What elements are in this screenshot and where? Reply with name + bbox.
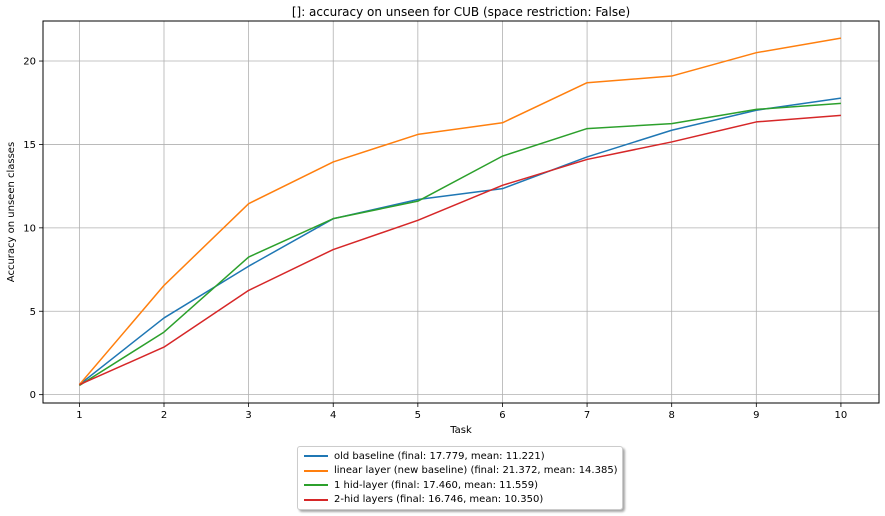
legend-entry: old baseline (final: 17.779, mean: 11.22… — [304, 449, 622, 464]
legend: old baseline (final: 17.779, mean: 11.22… — [297, 446, 623, 510]
legend-swatch — [304, 498, 328, 501]
legend-label: old baseline (final: 17.779, mean: 11.22… — [334, 450, 545, 462]
y-tick-label: 10 — [23, 223, 36, 234]
y-tick-label: 20 — [23, 57, 36, 68]
y-tick-label: 0 — [30, 390, 36, 401]
x-tick-label: 4 — [330, 410, 336, 421]
series-line-1 — [78, 97, 842, 386]
legend-swatch — [304, 469, 328, 472]
x-axis-label: Task — [449, 425, 472, 436]
x-tick-label: 9 — [753, 410, 759, 421]
y-axis-ticks: 0 5 10 15 20 — [23, 57, 43, 401]
x-tick-label: 8 — [669, 410, 675, 421]
y-axis-label: Accuracy on unseen classes — [6, 142, 17, 282]
x-tick-label: 7 — [584, 410, 590, 421]
x-tick-label: 10 — [835, 410, 848, 421]
legend-entry: 2-hid layers (final: 16.746, mean: 10.35… — [304, 493, 622, 508]
chart-title: []: accuracy on unseen for CUB (space re… — [292, 5, 630, 19]
series-line-3 — [78, 102, 841, 387]
x-tick-label: 1 — [76, 410, 82, 421]
series-line-2 — [78, 37, 842, 386]
series-lines — [78, 37, 842, 387]
plot-frame — [42, 20, 880, 404]
legend-entry: linear layer (new baseline) (final: 21.3… — [304, 464, 622, 479]
x-tick-label: 5 — [415, 410, 421, 421]
x-tick-label: 3 — [245, 410, 251, 421]
y-tick-label: 15 — [23, 140, 36, 151]
legend-label: 2-hid layers (final: 16.746, mean: 10.35… — [334, 494, 544, 506]
x-tick-label: 6 — [499, 410, 505, 421]
legend-swatch — [304, 455, 328, 458]
plot-area — [43, 21, 879, 403]
legend-entry: 1 hid-layer (final: 17.460, mean: 11.559… — [304, 478, 622, 493]
legend-label: 1 hid-layer (final: 17.460, mean: 11.559… — [334, 479, 539, 491]
y-tick-label: 5 — [30, 307, 36, 318]
x-tick-label: 2 — [161, 410, 167, 421]
x-axis-ticks: 1 2 3 4 5 6 7 8 9 10 — [76, 403, 847, 421]
legend-label: linear layer (new baseline) (final: 21.3… — [334, 465, 618, 477]
legend-swatch — [304, 484, 328, 487]
series-line-4 — [79, 114, 841, 386]
grid — [43, 21, 879, 403]
